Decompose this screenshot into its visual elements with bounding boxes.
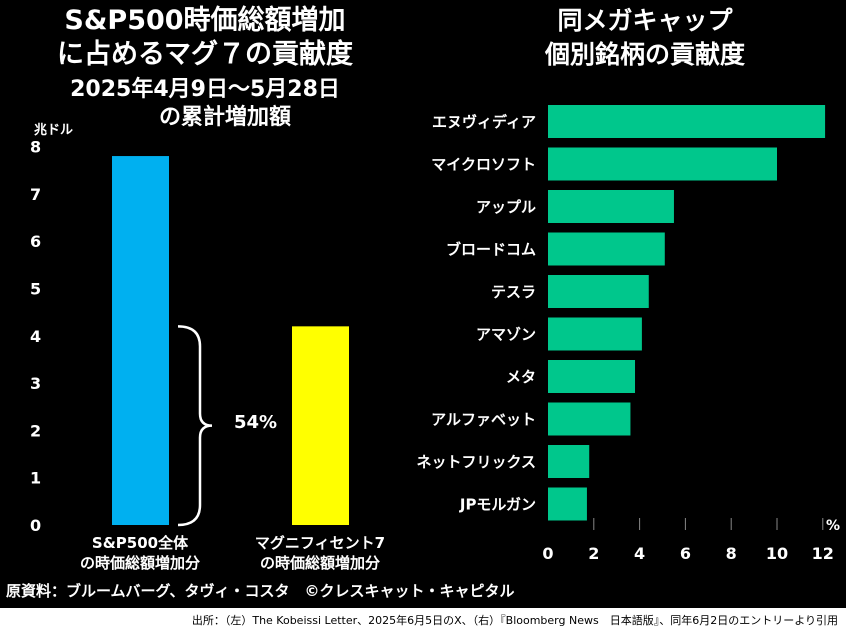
hbar-6	[548, 360, 636, 393]
y-tick-label: 6	[30, 232, 41, 251]
y-tick-label: 8	[30, 138, 41, 157]
hbar-8	[548, 445, 590, 478]
bar-0	[112, 156, 169, 525]
y-category-label: マイクロソフト	[431, 156, 536, 174]
hbar-7	[548, 402, 631, 436]
x-tick-label: 12	[812, 544, 834, 563]
y-tick-label: 4	[30, 327, 41, 346]
x-tick-label: 4	[634, 544, 645, 563]
x-tick-label: 10	[766, 544, 788, 563]
right-title: 同メガキャップ 個別銘柄の貢献度	[470, 4, 820, 72]
y-category-label: メタ	[506, 368, 536, 386]
y-tick-label: 1	[30, 469, 41, 488]
left-title-line: に占めるマグ７の貢献度	[57, 39, 353, 70]
y-category-label: ブロードコム	[446, 241, 536, 259]
citation-footer: 出所：（左）The Kobeissi Letter、2025年6月5日のX、（右…	[0, 608, 846, 634]
hbar-1	[548, 147, 777, 181]
left-subtitle: 2025年4月9日〜5月28日 の累計増加額	[0, 76, 410, 132]
x-tick-label: 2	[588, 544, 599, 563]
y-category-label: アップル	[476, 198, 536, 216]
hbar-4	[548, 275, 649, 308]
y-category-label: アルファベット	[431, 411, 536, 429]
x-tick-label: 6	[680, 544, 691, 563]
y-category-label: JPモルガン	[459, 496, 536, 514]
hbar-5	[548, 317, 642, 351]
x-category-label: マグニフィセント7	[255, 534, 385, 552]
left-title: S&P500時価総額増加 に占めるマグ７の貢献度	[0, 4, 410, 72]
left-subtitle-line: 2025年4月9日〜5月28日	[70, 77, 340, 102]
y-tick-label: 3	[30, 374, 41, 393]
y-tick-label: 5	[30, 280, 41, 299]
x-tick-label: 0	[542, 544, 553, 563]
y-category-label: エヌヴィディア	[432, 113, 536, 131]
y-tick-label: 7	[30, 185, 41, 204]
left-title-line: S&P500時価総額増加	[64, 5, 346, 36]
y-category-label: ネットフリックス	[416, 453, 536, 471]
y-axis-label: 兆ドル	[34, 122, 73, 138]
x-axis-unit: %	[826, 518, 840, 534]
y-category-label: アマゾン	[476, 326, 536, 344]
annotation-label: 54%	[234, 412, 277, 433]
brace	[177, 325, 213, 527]
left-subtitle-line: の累計増加額	[158, 105, 291, 130]
hbar-3	[548, 232, 665, 266]
y-category-label: テスラ	[491, 283, 536, 301]
x-category-label: の時価総額増加分	[260, 554, 380, 572]
right-title-line: 同メガキャップ	[557, 6, 733, 35]
hbar-9	[548, 487, 587, 521]
right-title-line: 個別銘柄の貢献度	[544, 40, 745, 69]
x-category-label: S&P500全体	[92, 534, 189, 552]
hbar-2	[548, 190, 674, 223]
y-tick-label: 0	[30, 516, 41, 535]
x-category-label: の時価総額増加分	[80, 554, 200, 572]
hbar-0	[548, 105, 826, 138]
source-note: 原資料：ブルームバーグ、タヴィ・コスタ ©クレスキャット・キャピタル	[6, 582, 515, 600]
x-tick-label: 8	[726, 544, 737, 563]
bar-1	[292, 326, 349, 525]
citation-text: 出所：（左）The Kobeissi Letter、2025年6月5日のX、（右…	[191, 614, 838, 627]
y-tick-label: 2	[30, 421, 41, 440]
